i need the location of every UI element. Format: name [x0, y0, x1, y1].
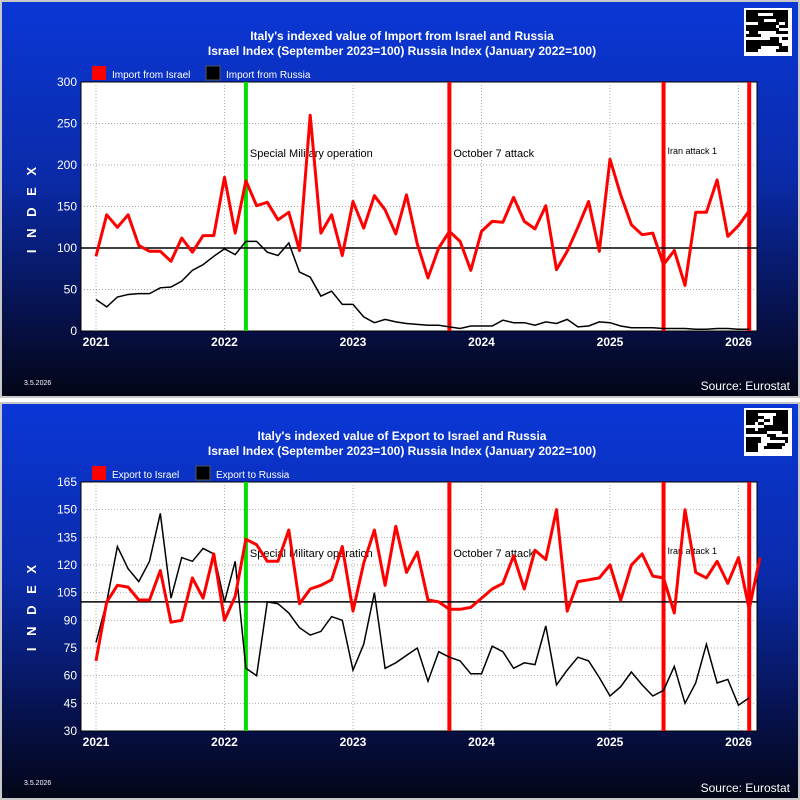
y-tick-label: 150: [57, 503, 77, 517]
y-tick-label: 300: [57, 75, 77, 89]
x-axis-tick-labels: 2021 2022 2023 2024 2025 2026: [83, 735, 753, 749]
legend-swatch-russia: [195, 465, 211, 481]
plot-area: [80, 81, 758, 332]
y-tick-label: 60: [64, 669, 78, 683]
y-tick-label: 30: [64, 724, 78, 738]
y-tick-label: 105: [57, 586, 77, 600]
x-tick-label: 2026: [725, 735, 752, 749]
y-tick-label: 250: [57, 117, 77, 131]
legend-label-russia: Export to Russia: [216, 470, 290, 481]
x-tick-label: 2023: [340, 335, 367, 349]
x-tick-label: 2026: [725, 335, 752, 349]
y-tick-label: 200: [57, 158, 77, 172]
y-tick-label: 150: [57, 200, 77, 214]
y-axis-label: I N D E X: [24, 163, 39, 253]
x-tick-label: 2024: [468, 735, 495, 749]
chart-subtitle: Israel Index (September 2023=100) Russia…: [208, 44, 596, 58]
event-label: Special Military operation: [250, 548, 373, 560]
import-chart-panel: Italy's indexed value of Import from Isr…: [0, 0, 800, 398]
x-tick-label: 2025: [597, 735, 624, 749]
y-tick-label: 90: [64, 613, 78, 627]
legend-swatch-israel: [92, 466, 106, 480]
y-tick-label: 120: [57, 558, 77, 572]
x-tick-label: 2022: [211, 735, 238, 749]
plot-area: [80, 481, 758, 732]
gridlines: [81, 82, 757, 331]
export-chart-svg: Italy's indexed value of Export to Israe…: [24, 408, 792, 795]
event-label: October 7 attack: [453, 548, 534, 560]
y-tick-label: 50: [64, 283, 78, 297]
y-tick-label: 135: [57, 530, 77, 544]
qr-code-icon: [744, 8, 792, 56]
legend-label-russia: Import from Russia: [226, 70, 311, 81]
x-tick-label: 2023: [340, 735, 367, 749]
date-stamp: 3.5.2026: [24, 380, 51, 387]
gridlines: [81, 482, 757, 731]
event-label: Special Military operation: [250, 148, 373, 160]
date-stamp: 3.5.2026: [24, 780, 51, 787]
chart-title: Italy's indexed value of Export to Israe…: [258, 429, 547, 443]
x-tick-label: 2024: [468, 335, 495, 349]
qr-code-icon: [744, 408, 792, 456]
x-tick-label: 2021: [83, 335, 110, 349]
x-axis-tick-labels: 2021 2022 2023 2024 2025 2026: [83, 335, 753, 349]
legend-swatch-russia: [205, 65, 221, 81]
legend-swatch-israel: [92, 66, 106, 80]
chart-title: Italy's indexed value of Import from Isr…: [250, 29, 554, 43]
import-chart-svg: Italy's indexed value of Import from Isr…: [24, 8, 792, 393]
legend-label-israel: Import from Israel: [112, 70, 190, 81]
series-line-import-russia: [95, 240, 750, 331]
series-line-export-russia: [95, 513, 750, 707]
y-axis-tick-labels: 30 45 60 75 90 105 120 135 150 165: [57, 475, 77, 738]
y-tick-label: 100: [57, 241, 77, 255]
y-tick-label: 45: [64, 696, 78, 710]
series-line-export-israel: [94, 508, 762, 662]
y-axis-label: I N D E X: [24, 561, 39, 651]
event-label: Iran attack 1: [668, 146, 718, 156]
legend-label-israel: Export to Israel: [112, 470, 179, 481]
chart-subtitle: Israel Index (September 2023=100) Russia…: [208, 444, 596, 458]
event-markers: Special Military operation October 7 atta…: [243, 82, 752, 331]
event-label: October 7 attack: [453, 148, 534, 160]
y-tick-label: 165: [57, 475, 77, 489]
x-tick-label: 2021: [83, 735, 110, 749]
x-tick-label: 2025: [597, 335, 624, 349]
y-axis-tick-labels: 0 50 100 150 200 250 300: [57, 75, 77, 338]
export-chart-panel: Italy's indexed value of Export to Israe…: [0, 402, 800, 800]
y-tick-label: 75: [64, 641, 78, 655]
y-tick-label: 0: [70, 324, 77, 338]
x-tick-label: 2022: [211, 335, 238, 349]
source-label: Source: Eurostat: [701, 379, 791, 393]
source-label: Source: Eurostat: [701, 781, 791, 795]
series-line-import-israel: [94, 113, 751, 287]
